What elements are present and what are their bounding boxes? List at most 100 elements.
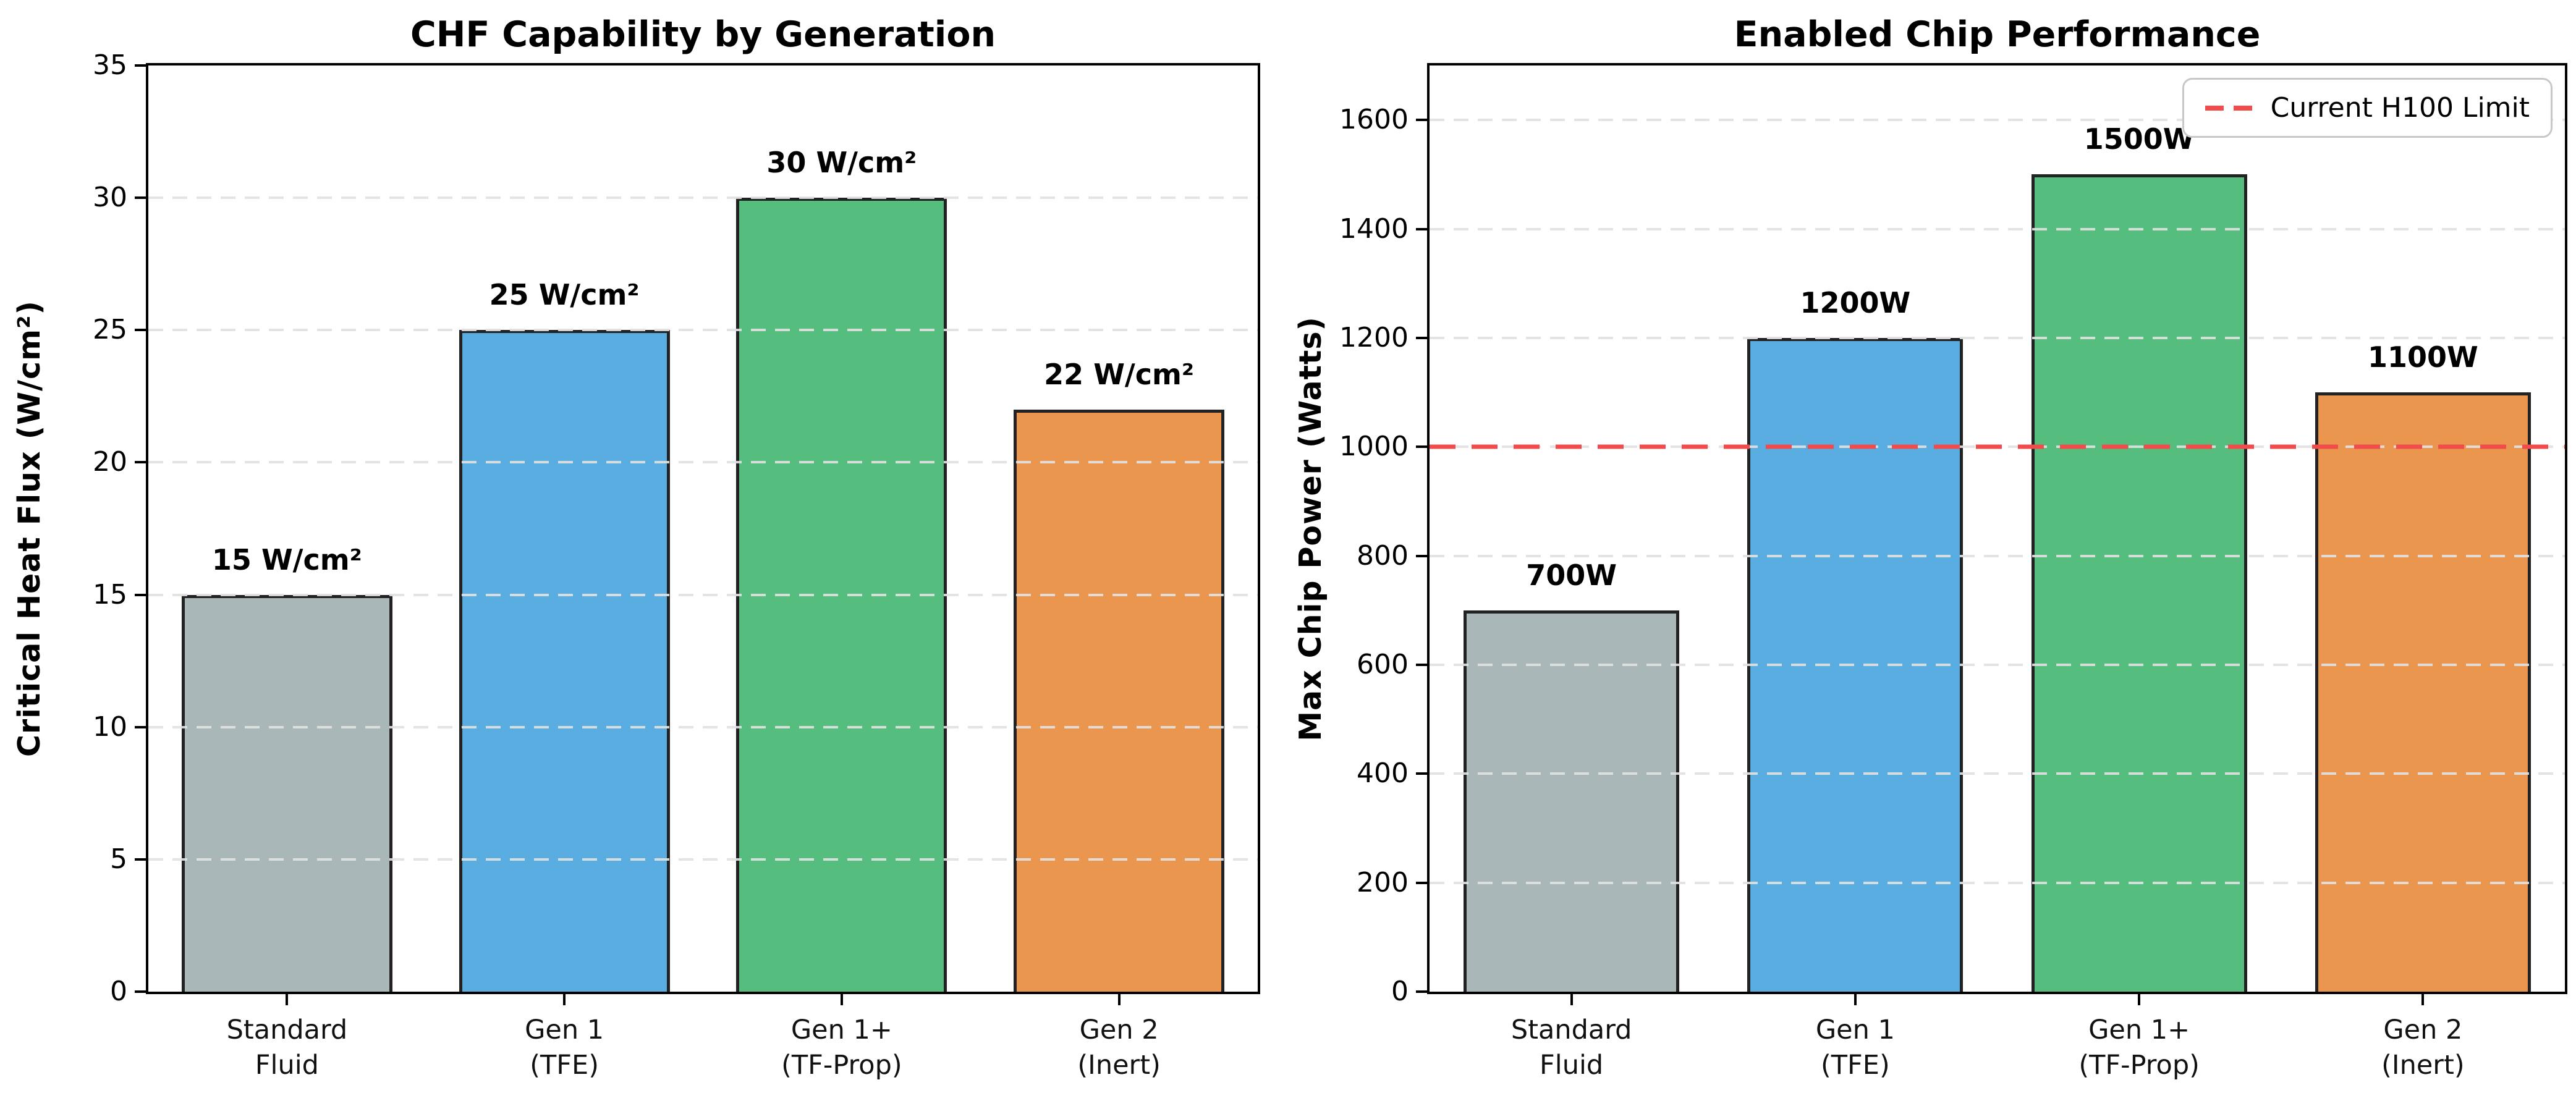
gridline (148, 725, 1258, 728)
y-axis-label-wrap: Max Chip Power (Watts) (1286, 6, 1334, 1087)
x-tick-label: Standard Fluid (227, 1013, 348, 1083)
y-axis-label: Max Chip Power (Watts) (1292, 316, 1328, 741)
y-tick-label: 30 (93, 182, 127, 214)
x-tick-label-line: Gen 1 (1815, 1015, 1895, 1045)
y-tick-mark (1416, 336, 1427, 339)
chart-chip-performance: Max Chip Power (Watts) Enabled Chip Perf… (1286, 6, 2567, 1087)
plot-area: 0 5 10 15 20 25 30 35 15 W/cm² Standard Fluid 25 W/… (93, 52, 1260, 1081)
chart-title: CHF Capability by Generation (410, 14, 996, 55)
y-tick-mark (135, 329, 146, 332)
bar (1014, 409, 1225, 992)
legend: Current H100 Limit (2182, 78, 2553, 138)
y-tick-label: 0 (1391, 976, 1409, 1007)
title-row: CHF Capability by Generation (146, 6, 1260, 63)
h100-limit-line (1430, 444, 2565, 449)
y-tick-mark (1416, 445, 1427, 449)
x-tick-mark (286, 994, 289, 1005)
x-tick-label-line: (TFE) (530, 1049, 599, 1081)
x-tick-label-line: (TFE) (1821, 1049, 1890, 1081)
gridline (1430, 554, 2565, 557)
y-tick-mark (135, 725, 146, 728)
bar-value-label: 22 W/cm² (1044, 357, 1195, 391)
y-tick-mark (1416, 772, 1427, 775)
gridline (148, 329, 1258, 332)
gridline (148, 461, 1258, 464)
y-tick-label: 400 (1357, 758, 1409, 790)
gridline (1430, 119, 2565, 122)
x-tick-label-line: Gen 1+ (790, 1015, 892, 1045)
x-tick-label-line: Gen 2 (1079, 1015, 1159, 1045)
y-tick-label: 600 (1357, 648, 1409, 680)
gridline (148, 196, 1258, 200)
x-tick-label-line: Gen 1+ (2088, 1015, 2190, 1045)
x-tick-label: Gen 1 (TFE) (1816, 1013, 1895, 1083)
x-tick-mark (2421, 994, 2425, 1005)
y-axis-label-wrap: Critical Heat Flux (W/cm²) (5, 6, 53, 1087)
gridline (1430, 663, 2565, 666)
x-tick-label-line: Gen 2 (2383, 1015, 2463, 1045)
chart-chf-capability: Critical Heat Flux (W/cm²) CHF Capabilit… (5, 6, 1286, 1087)
chart-main: Enabled Chip Performance Current H100 Li… (1334, 6, 2567, 1087)
y-tick-mark (135, 858, 146, 861)
x-tick-label-line: (Inert) (2381, 1049, 2465, 1081)
y-tick-label: 1400 (1339, 213, 1409, 245)
bar-value-label: 700W (1526, 558, 1617, 592)
legend-label: Current H100 Limit (2270, 92, 2530, 124)
x-tick-label: Standard Fluid (1511, 1013, 1632, 1083)
red-dashed-line-marker (2205, 105, 2252, 111)
y-tick-label: 0 (110, 976, 127, 1007)
y-tick-mark (135, 593, 146, 596)
bar-value-label: 1200W (1800, 285, 1911, 319)
y-tick-mark (1416, 227, 1427, 230)
x-tick-label-line: Standard (1510, 1015, 1632, 1045)
gridline (1430, 336, 2565, 339)
y-tick-label: 35 (93, 49, 127, 81)
y-tick-label: 10 (93, 711, 127, 743)
bar-value-label: 1500W (2083, 122, 2195, 156)
y-tick-label: 1600 (1339, 104, 1409, 136)
bar-value-label: 25 W/cm² (489, 278, 640, 312)
gridline (1430, 772, 2565, 775)
x-tick-label: Gen 1+ (TF-Prop) (781, 1013, 902, 1083)
x-tick-mark (1854, 994, 1857, 1005)
y-tick-mark (1416, 119, 1427, 122)
chart-title: Enabled Chip Performance (1734, 14, 2261, 55)
y-tick-mark (135, 196, 146, 200)
y-tick-mark (1416, 554, 1427, 557)
x-tick-label-line: (TF-Prop) (781, 1049, 902, 1081)
x-tick-mark (1570, 994, 1573, 1005)
y-tick-label: 1000 (1339, 431, 1409, 463)
x-tick-label: Gen 1+ (TF-Prop) (2078, 1013, 2200, 1083)
bar-value-label: 1100W (2367, 340, 2478, 374)
y-tick-label: 20 (93, 446, 127, 478)
x-tick-label-line: (Inert) (1077, 1049, 1161, 1081)
x-tick-label-line: Standard (226, 1015, 348, 1045)
y-tick-label: 15 (93, 578, 127, 610)
bar (1464, 610, 1680, 992)
legend-dash (2205, 105, 2224, 111)
bar (181, 594, 392, 992)
y-tick-label: 200 (1357, 866, 1409, 898)
bar (459, 330, 670, 992)
y-tick-mark (135, 990, 146, 993)
gridline (1430, 227, 2565, 230)
x-tick-label: Gen 1 (TFE) (525, 1013, 604, 1083)
x-tick-mark (840, 994, 843, 1005)
x-tick-label-line: Fluid (255, 1049, 319, 1081)
gridline (1430, 881, 2565, 884)
bar-value-label: 15 W/cm² (211, 542, 362, 576)
chart-main: CHF Capability by Generation 0 5 10 15 20 25 3… (53, 6, 1286, 1087)
y-tick-mark (135, 64, 146, 67)
x-tick-label-line: Gen 1 (525, 1015, 604, 1045)
y-tick-label: 800 (1357, 539, 1409, 572)
legend-dash (2233, 105, 2252, 111)
y-tick-mark (1416, 990, 1427, 993)
title-row: Enabled Chip Performance (1427, 6, 2567, 63)
y-tick-label: 5 (110, 843, 127, 875)
x-tick-label: Gen 2 (Inert) (2381, 1013, 2464, 1083)
gridline (148, 858, 1258, 861)
y-tick-mark (135, 461, 146, 464)
y-axis-label: Critical Heat Flux (W/cm²) (11, 300, 47, 757)
x-tick-mark (563, 994, 566, 1005)
